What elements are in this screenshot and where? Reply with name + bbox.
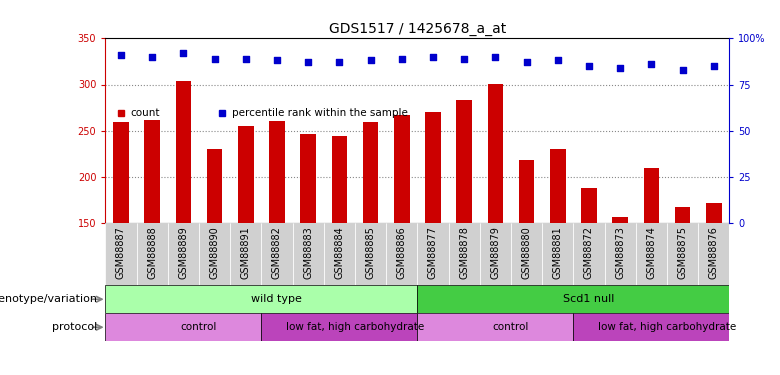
Bar xyxy=(417,223,448,285)
Point xyxy=(146,54,158,60)
Text: count: count xyxy=(130,108,160,117)
Bar xyxy=(581,188,597,223)
Bar xyxy=(417,285,729,313)
Text: GSM88888: GSM88888 xyxy=(147,226,157,279)
Text: GSM88872: GSM88872 xyxy=(584,226,594,279)
Text: GSM88889: GSM88889 xyxy=(179,226,188,279)
Bar xyxy=(706,203,722,223)
Text: protocol: protocol xyxy=(52,322,98,332)
Bar xyxy=(332,136,347,223)
Point xyxy=(333,59,346,65)
Bar xyxy=(207,149,222,223)
Bar xyxy=(417,313,573,341)
Bar xyxy=(604,223,636,285)
Bar xyxy=(105,285,417,313)
Bar xyxy=(394,115,410,223)
Text: GSM88883: GSM88883 xyxy=(303,226,313,279)
Text: GSM88884: GSM88884 xyxy=(335,226,344,279)
Bar xyxy=(230,223,261,285)
Bar xyxy=(168,223,199,285)
Bar xyxy=(386,223,417,285)
Point xyxy=(239,56,252,62)
Bar xyxy=(542,223,573,285)
Bar xyxy=(261,313,417,341)
Text: percentile rank within the sample: percentile rank within the sample xyxy=(232,108,407,117)
Bar xyxy=(269,121,285,223)
Bar xyxy=(675,207,690,223)
Text: GSM88885: GSM88885 xyxy=(366,226,375,279)
Point xyxy=(208,56,221,62)
Point xyxy=(551,57,564,63)
Text: GSM88873: GSM88873 xyxy=(615,226,625,279)
Text: GSM88891: GSM88891 xyxy=(241,226,250,279)
Text: GSM88875: GSM88875 xyxy=(678,226,687,279)
Text: GSM88877: GSM88877 xyxy=(428,226,438,279)
Text: GSM88887: GSM88887 xyxy=(116,226,126,279)
Bar xyxy=(573,313,729,341)
Text: GSM88880: GSM88880 xyxy=(522,226,531,279)
Bar xyxy=(113,122,129,223)
Point xyxy=(614,65,626,71)
Point xyxy=(271,57,283,63)
Text: control: control xyxy=(181,322,217,332)
Bar xyxy=(488,84,503,223)
Text: low fat, high carbohydrate: low fat, high carbohydrate xyxy=(285,322,424,332)
Bar xyxy=(511,223,542,285)
Bar xyxy=(425,112,441,223)
Bar xyxy=(144,120,160,223)
Bar xyxy=(573,223,604,285)
Text: GSM88886: GSM88886 xyxy=(397,226,406,279)
Bar xyxy=(292,223,324,285)
Bar xyxy=(448,223,480,285)
Bar xyxy=(644,168,659,223)
Point xyxy=(395,56,408,62)
Bar xyxy=(667,223,698,285)
Text: GSM88890: GSM88890 xyxy=(210,226,219,279)
Text: GSM88876: GSM88876 xyxy=(709,226,718,279)
Bar xyxy=(550,149,566,223)
Bar xyxy=(698,223,729,285)
Point xyxy=(115,52,127,58)
Bar xyxy=(136,223,168,285)
Point xyxy=(520,59,533,65)
Text: genotype/variation: genotype/variation xyxy=(0,294,98,304)
Point xyxy=(676,67,689,73)
Text: Scd1 null: Scd1 null xyxy=(563,294,615,304)
Point xyxy=(302,59,314,65)
Bar xyxy=(636,223,667,285)
Bar xyxy=(363,122,378,223)
Bar xyxy=(324,223,355,285)
Point xyxy=(364,57,377,63)
Point xyxy=(645,61,658,67)
Bar xyxy=(238,126,254,223)
Bar xyxy=(199,223,230,285)
Bar xyxy=(105,223,136,285)
Point xyxy=(177,50,190,56)
Point xyxy=(489,54,502,60)
Text: GSM88874: GSM88874 xyxy=(647,226,656,279)
Text: GSM88882: GSM88882 xyxy=(272,226,282,279)
Point xyxy=(427,54,439,60)
Bar xyxy=(456,100,472,223)
Bar xyxy=(480,223,511,285)
Bar xyxy=(176,81,191,223)
Title: GDS1517 / 1425678_a_at: GDS1517 / 1425678_a_at xyxy=(328,22,506,36)
Text: low fat, high carbohydrate: low fat, high carbohydrate xyxy=(597,322,736,332)
Bar xyxy=(261,223,292,285)
Bar xyxy=(105,313,261,341)
Point xyxy=(707,63,720,69)
Text: control: control xyxy=(493,322,529,332)
Text: GSM88879: GSM88879 xyxy=(491,226,500,279)
Text: GSM88881: GSM88881 xyxy=(553,226,562,279)
Bar xyxy=(355,223,386,285)
Point xyxy=(583,63,595,69)
Text: wild type: wild type xyxy=(251,294,303,304)
Text: GSM88878: GSM88878 xyxy=(459,226,469,279)
Bar xyxy=(612,217,628,223)
Bar xyxy=(300,134,316,223)
Point xyxy=(458,56,470,62)
Bar xyxy=(519,160,534,223)
